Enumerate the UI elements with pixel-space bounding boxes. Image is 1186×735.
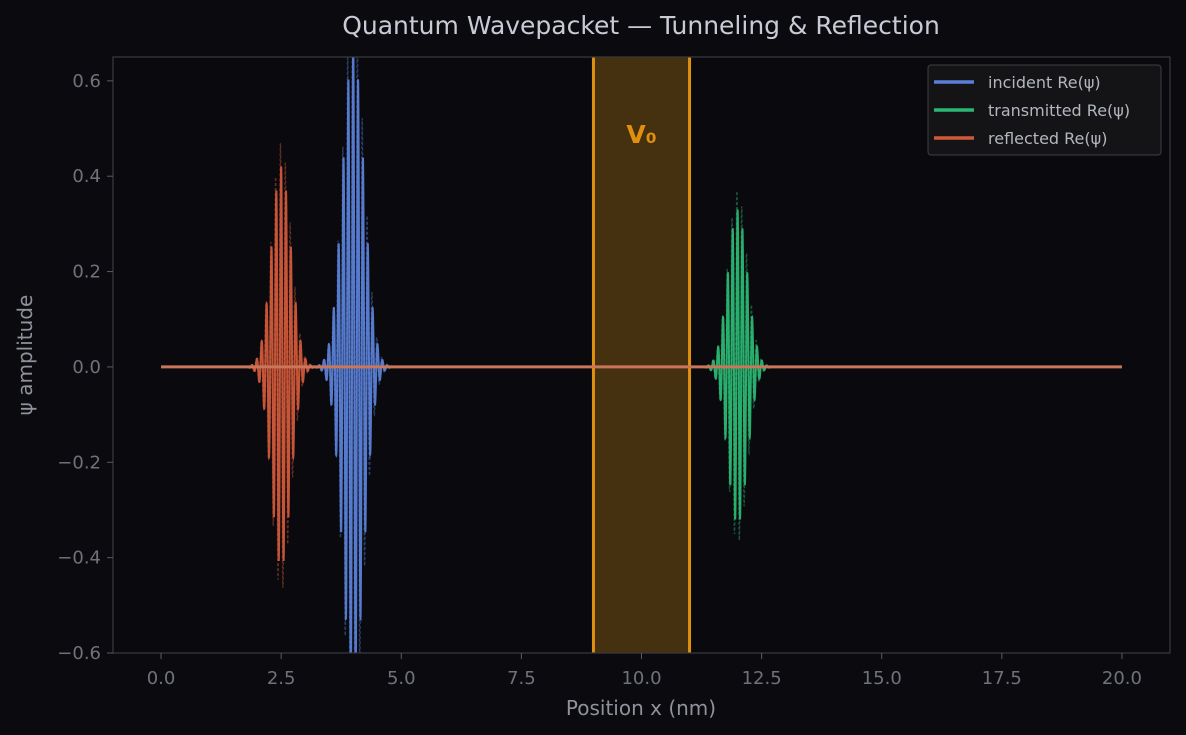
y-tick-label: 0.0 (72, 357, 101, 378)
barrier-fill (593, 57, 690, 653)
y-tick-label: 0.2 (72, 262, 101, 283)
x-tick-label: 17.5 (982, 668, 1022, 689)
y-tick-label: 0.6 (72, 71, 101, 92)
barrier-label: V₀ (626, 120, 656, 149)
series-line-2 (240, 166, 322, 562)
y-tick-label: −0.4 (57, 548, 101, 569)
series-group (161, 57, 1122, 653)
y-axis-ticks: 0.6 0.4 0.2 0.0 −0.2 −0.4 −0.6 (57, 71, 113, 664)
chart-title: Quantum Wavepacket — Tunneling & Reflect… (342, 11, 940, 40)
x-tick-label: 20.0 (1102, 668, 1142, 689)
x-tick-label: 2.5 (267, 668, 296, 689)
x-tick-label: 15.0 (862, 668, 902, 689)
y-axis-label: ψ amplitude (13, 295, 37, 416)
legend-label: transmitted Re(ψ) (988, 101, 1130, 120)
y-tick-label: 0.4 (72, 166, 101, 187)
barrier: V₀ (591, 57, 692, 653)
legend: incident Re(ψ) transmitted Re(ψ) reflected… (927, 64, 1162, 156)
legend-box (927, 64, 1162, 156)
x-axis-label: Position x (nm) (566, 696, 716, 720)
y-tick-label: −0.6 (57, 643, 101, 664)
x-tick-label: 12.5 (742, 668, 782, 689)
x-tick-label: 10.0 (621, 668, 661, 689)
x-axis-ticks: 0.0 2.5 5.0 7.5 10.0 12.5 15.0 17.5 20.0 (147, 653, 1142, 689)
x-tick-label: 0.0 (147, 668, 176, 689)
series-line-0 (308, 57, 398, 653)
x-tick-label: 5.0 (387, 668, 416, 689)
legend-label: incident Re(ψ) (988, 73, 1101, 92)
series-line-1 (697, 209, 779, 520)
x-tick-label: 7.5 (507, 668, 536, 689)
y-tick-label: −0.2 (57, 452, 101, 473)
legend-label: reflected Re(ψ) (988, 129, 1107, 148)
